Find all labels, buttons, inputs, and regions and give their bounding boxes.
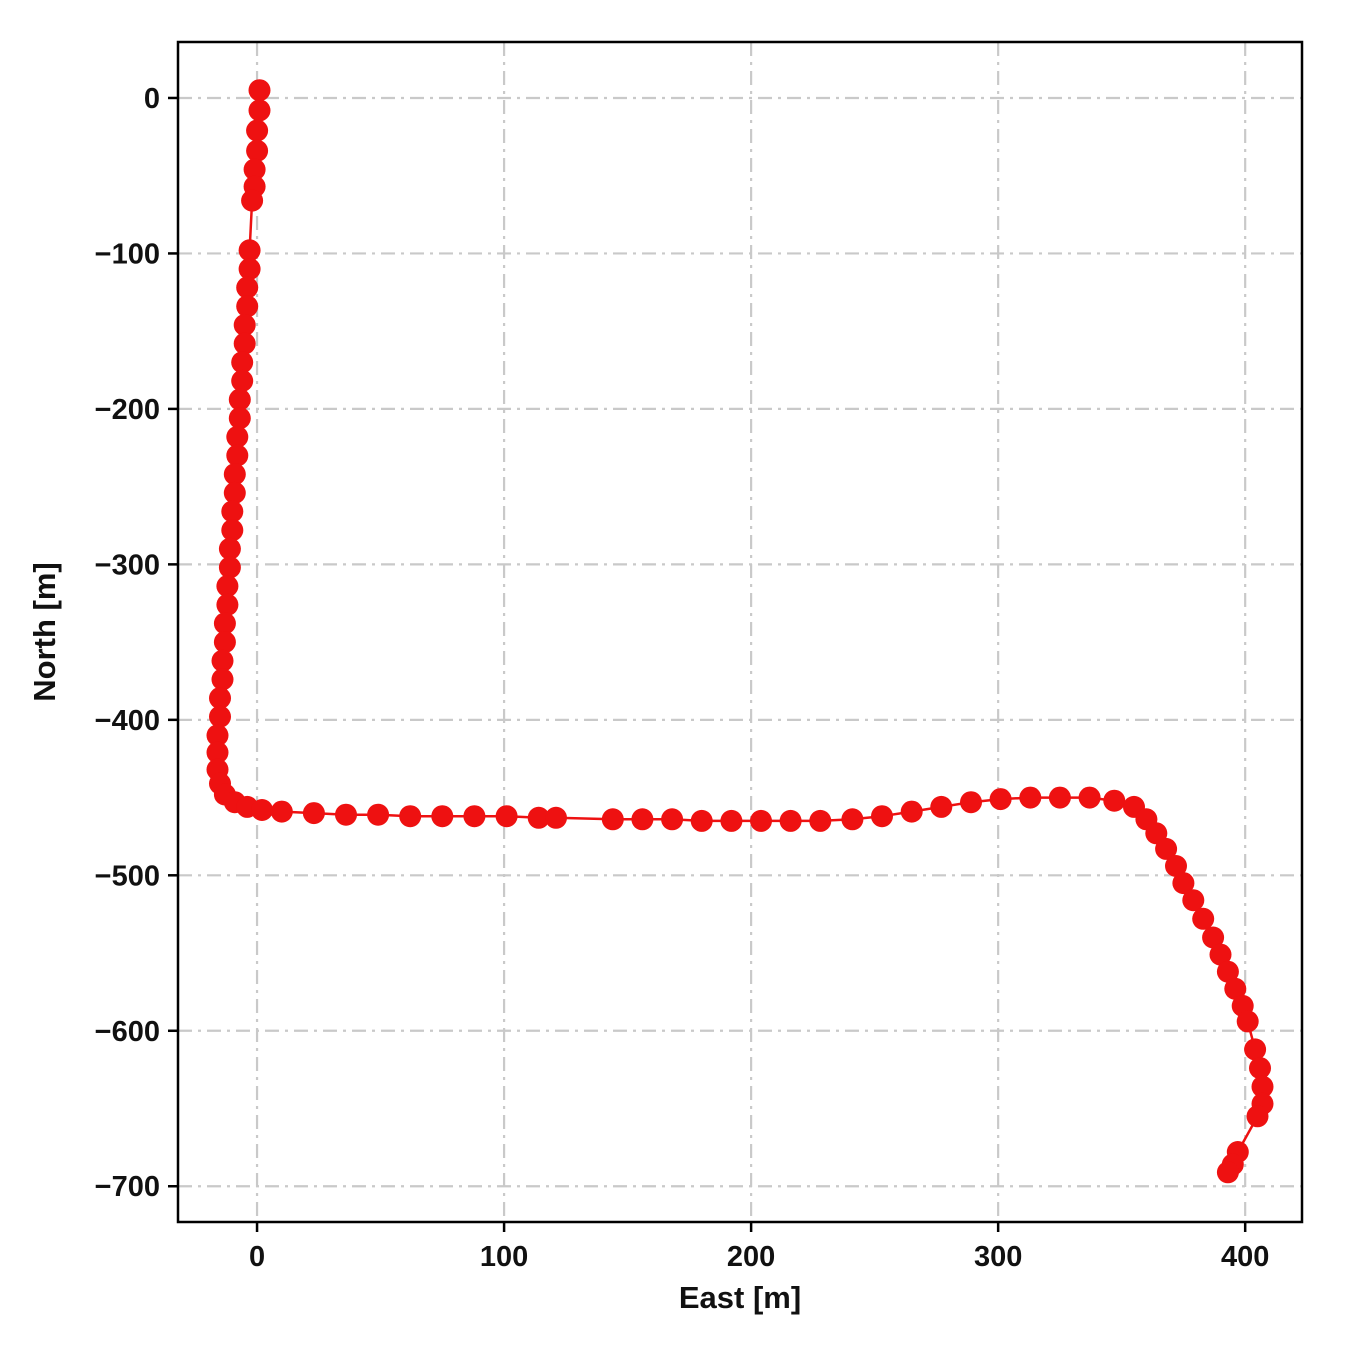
data-point-marker: [930, 795, 953, 818]
data-point-marker: [236, 295, 259, 318]
data-point-marker: [989, 788, 1012, 811]
data-point-marker: [1251, 1075, 1274, 1098]
data-point-marker: [243, 158, 266, 181]
data-point-marker: [206, 741, 229, 764]
data-point-marker: [1182, 889, 1205, 912]
y-tick-label: −600: [95, 1016, 160, 1048]
data-point-marker: [1249, 1057, 1271, 1080]
data-point-marker: [270, 800, 293, 823]
data-point-marker: [246, 139, 269, 162]
data-point-marker: [960, 791, 982, 814]
data-point-marker: [661, 808, 684, 831]
data-point-marker: [228, 407, 251, 430]
y-tick-label: 0: [144, 83, 160, 115]
data-point-marker: [223, 481, 246, 504]
data-point-marker: [1224, 977, 1247, 1000]
data-point-marker: [463, 805, 486, 828]
y-tick-label: −300: [95, 549, 160, 581]
data-point-marker: [1172, 872, 1195, 895]
y-axis-label: North [m]: [27, 562, 62, 701]
y-tick-label: −700: [95, 1171, 160, 1203]
x-axis-label: East [m]: [679, 1280, 801, 1315]
data-point-marker: [841, 808, 864, 831]
x-tick-label: 100: [480, 1241, 528, 1273]
data-point-marker: [209, 705, 231, 728]
data-point-marker: [231, 369, 254, 392]
data-point-marker: [206, 724, 229, 747]
data-point-marker: [1216, 960, 1239, 983]
data-point-marker: [1048, 786, 1071, 809]
data-point-marker: [216, 593, 239, 616]
y-tick-label: −200: [95, 394, 160, 426]
data-point-marker: [223, 463, 246, 486]
data-point-marker: [1165, 855, 1187, 877]
grid-layer: [178, 42, 1302, 1222]
data-point-marker: [1078, 786, 1101, 809]
data-point-marker: [226, 425, 249, 448]
data-point-marker: [1209, 943, 1232, 966]
data-point-marker: [213, 612, 236, 635]
data-point-marker: [238, 258, 261, 280]
data-point-marker: [1103, 789, 1126, 812]
data-point-marker: [211, 668, 234, 691]
data-point-marker: [209, 687, 231, 710]
trajectory-series: [206, 79, 1274, 1184]
data-point-marker: [1019, 786, 1042, 809]
data-point-marker: [1244, 1038, 1267, 1061]
data-point-marker: [871, 805, 893, 828]
data-point-marker: [1192, 907, 1215, 930]
data-point-marker: [527, 806, 550, 829]
data-point-marker: [246, 119, 269, 142]
data-point-marker: [238, 239, 261, 262]
x-tick-label: 200: [727, 1241, 775, 1273]
data-point-marker: [690, 809, 713, 832]
data-point-marker: [431, 805, 454, 828]
data-point-marker: [779, 809, 802, 832]
data-point-marker: [251, 799, 273, 821]
data-point-marker: [495, 805, 518, 828]
data-point-marker: [216, 575, 239, 598]
data-point-marker: [367, 803, 390, 826]
data-point-marker: [221, 519, 244, 542]
data-point-marker: [720, 809, 743, 832]
data-point-marker: [231, 351, 254, 374]
data-point-marker: [226, 444, 249, 467]
data-point-marker: [241, 189, 264, 212]
data-point-marker: [900, 800, 923, 823]
data-point-marker: [399, 805, 422, 828]
data-point-marker: [213, 631, 236, 654]
data-point-marker: [1246, 1105, 1269, 1128]
data-point-marker: [1216, 1161, 1239, 1184]
data-point-marker: [809, 809, 832, 832]
data-point-marker: [218, 537, 241, 560]
data-point-marker: [211, 649, 234, 672]
data-point-marker: [1236, 1010, 1259, 1033]
data-point-marker: [233, 314, 256, 336]
data-point-marker: [218, 556, 241, 579]
y-tick-label: −500: [95, 860, 160, 892]
y-tick-label: −100: [95, 238, 160, 270]
y-tick-label: −400: [95, 705, 160, 737]
data-point-marker: [750, 809, 772, 832]
data-point-marker: [601, 808, 624, 831]
x-tick-label: 0: [249, 1241, 265, 1273]
data-point-marker: [248, 79, 271, 102]
plot-frame: [176, 40, 1304, 1224]
data-point-marker: [335, 803, 357, 826]
data-point-marker: [1155, 837, 1178, 860]
data-point-marker: [631, 808, 654, 831]
x-tick-label: 300: [974, 1241, 1022, 1273]
x-tick-label: 400: [1221, 1241, 1269, 1273]
data-point-marker: [302, 802, 325, 825]
data-point-marker: [221, 500, 244, 523]
axes-layer: 0 100 200 300 400 0 −100 −200 −300 −400 −500 −600 −7…: [95, 40, 1304, 1273]
data-point-marker: [228, 388, 251, 411]
data-point-marker: [248, 99, 271, 122]
data-point-marker: [236, 276, 259, 299]
data-point-marker: [545, 806, 567, 829]
data-point-marker: [1202, 926, 1225, 949]
data-point-marker: [233, 332, 256, 355]
